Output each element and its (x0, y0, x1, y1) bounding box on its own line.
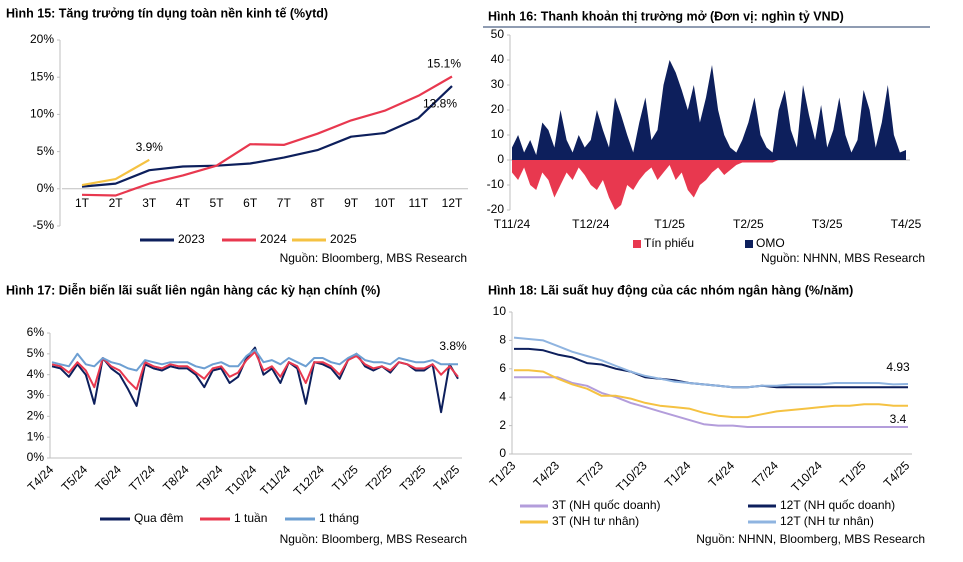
x-tick-label: 4T (176, 196, 191, 210)
x-tick-label: 5T (210, 196, 225, 210)
data-label: 13.8% (423, 96, 457, 110)
chart-title: Hình 15: Tăng trưởng tín dụng toàn nền k… (6, 6, 328, 20)
x-tick-label: T2/25 (733, 217, 764, 231)
line-series (51, 350, 459, 391)
legend-label: 12T (NH quốc doanh) (780, 498, 895, 512)
legend-label: 1 tuần (234, 511, 267, 525)
line-series (514, 376, 908, 428)
data-label: 3.4 (890, 412, 907, 426)
data-label: 15.1% (427, 57, 461, 71)
y-tick-label: 10 (493, 304, 507, 318)
data-label: 4.93 (886, 360, 910, 374)
y-tick-label: 2% (27, 409, 45, 423)
x-tick-label: T1/25 (654, 217, 685, 231)
y-tick-label: 40 (491, 52, 505, 66)
area-series (512, 60, 906, 160)
x-tick-label: 7T (277, 196, 292, 210)
y-tick-label: 3% (27, 388, 45, 402)
legend-label: 2024 (260, 232, 287, 246)
y-tick-label: -10 (487, 177, 505, 191)
y-tick-label: 30 (491, 77, 505, 91)
legend-label: Tín phiếu (644, 236, 694, 250)
y-tick-label: 15% (30, 69, 54, 83)
y-tick-label: 4 (499, 389, 506, 403)
legend-label: 12T (NH tư nhân) (780, 514, 874, 528)
legend-label: Qua đêm (134, 511, 183, 525)
x-tick-label: 9T (344, 196, 359, 210)
x-tick-label: 8T (310, 196, 325, 210)
area-series (512, 160, 906, 210)
x-tick-label: 1T (75, 196, 90, 210)
y-tick-label: -20 (487, 202, 505, 216)
line-series (514, 369, 908, 419)
chart-title: Hình 16: Thanh khoản thị trường mở (Đơn … (488, 9, 844, 23)
y-tick-label: 10% (30, 107, 54, 121)
legend-label: 2023 (178, 232, 205, 246)
y-tick-label: 2 (499, 418, 506, 432)
x-tick-label: 2T (109, 196, 124, 210)
line-series (513, 336, 909, 389)
x-tick-label: T4/25 (891, 217, 922, 231)
x-tick-label: T11/24 (494, 217, 531, 231)
legend-swatch (745, 240, 753, 248)
legend-swatch (633, 240, 641, 248)
data-label: 3.8% (439, 339, 467, 353)
source: Nguồn: NHNN, MBS Research (761, 251, 925, 265)
x-tick-label: 3T (142, 196, 157, 210)
line-series (51, 346, 459, 414)
line-series (81, 85, 453, 188)
x-tick-label: 10T (374, 196, 395, 210)
y-tick-label: 5% (37, 144, 55, 158)
legend-label: 1 tháng (319, 511, 359, 525)
y-tick-label: 0% (27, 450, 45, 464)
chart-title: Hình 18: Lãi suất huy động của các nhóm … (488, 283, 853, 297)
line-series (81, 158, 150, 187)
y-tick-label: 20 (491, 102, 505, 116)
x-tick-label: T12/24 (572, 217, 610, 231)
legend-label: 2025 (330, 232, 357, 246)
legend-label: 3T (NH quốc doanh) (552, 498, 661, 512)
line-series (51, 348, 458, 372)
source: Nguồn: Bloomberg, MBS Research (280, 251, 467, 265)
data-label: 3.9% (136, 140, 164, 154)
y-tick-label: 1% (27, 429, 45, 443)
x-tick-label: 12T (442, 196, 463, 210)
y-tick-label: 5% (27, 346, 45, 360)
y-tick-label: 6% (27, 325, 45, 339)
x-tick-label: T3/25 (812, 217, 843, 231)
y-tick-label: 0 (497, 152, 504, 166)
chart-title: Hình 17: Diễn biến lãi suất liên ngân hà… (6, 282, 380, 297)
y-tick-label: 50 (491, 27, 505, 41)
legend-label: 3T (NH tư nhân) (552, 514, 639, 528)
y-tick-label: 0% (37, 181, 55, 195)
y-tick-label: 8 (499, 333, 506, 347)
y-tick-label: 4% (27, 367, 45, 381)
y-tick-label: 0 (499, 446, 506, 460)
x-tick-label: 6T (243, 196, 258, 210)
line-series (81, 75, 453, 197)
source: Nguồn: Bloomberg, MBS Research (280, 532, 467, 546)
y-tick-label: 10 (491, 127, 505, 141)
y-tick-label: -5% (33, 218, 55, 232)
x-tick-label: 11T (408, 196, 428, 210)
y-tick-label: 20% (30, 32, 54, 46)
legend-label: OMO (756, 236, 785, 250)
y-tick-label: 6 (499, 361, 506, 375)
source: Nguồn: NHNN, Bloomberg, MBS Research (696, 532, 925, 546)
